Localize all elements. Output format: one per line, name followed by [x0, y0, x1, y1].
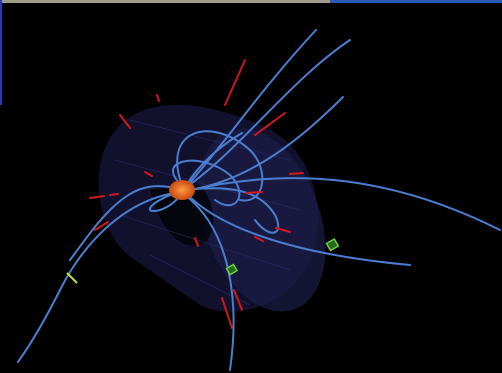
tracks: [17, 29, 501, 371]
muon-chambers: [66, 238, 340, 284]
left-edge: [0, 0, 2, 105]
progress-bar: [0, 0, 330, 3]
hits: [89, 59, 304, 329]
progress-bar-remaining: [330, 0, 502, 3]
vertex-cluster: [169, 180, 195, 200]
